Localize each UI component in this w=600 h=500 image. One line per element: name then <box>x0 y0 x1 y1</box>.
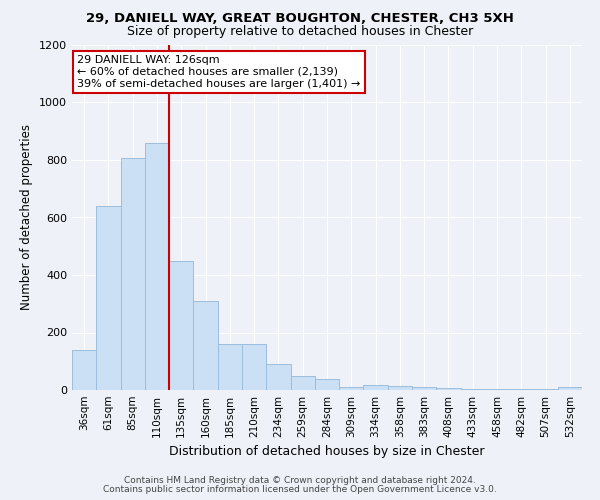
Bar <box>558 386 582 390</box>
Bar <box>145 144 169 390</box>
Y-axis label: Number of detached properties: Number of detached properties <box>20 124 34 310</box>
Bar <box>169 261 193 390</box>
Bar <box>339 386 364 390</box>
Bar <box>485 388 509 390</box>
Text: Contains public sector information licensed under the Open Government Licence v3: Contains public sector information licen… <box>103 485 497 494</box>
Bar <box>218 344 242 390</box>
Bar <box>364 385 388 390</box>
Bar <box>533 389 558 390</box>
Bar <box>121 158 145 390</box>
Bar <box>290 376 315 390</box>
Text: 29 DANIELL WAY: 126sqm
← 60% of detached houses are smaller (2,139)
39% of semi-: 29 DANIELL WAY: 126sqm ← 60% of detached… <box>77 56 361 88</box>
Bar <box>72 350 96 390</box>
Bar <box>96 206 121 390</box>
Bar <box>266 364 290 390</box>
Text: Size of property relative to detached houses in Chester: Size of property relative to detached ho… <box>127 25 473 38</box>
Bar <box>193 301 218 390</box>
Bar <box>242 344 266 390</box>
Text: Contains HM Land Registry data © Crown copyright and database right 2024.: Contains HM Land Registry data © Crown c… <box>124 476 476 485</box>
Bar <box>388 386 412 390</box>
Bar <box>315 378 339 390</box>
Text: 29, DANIELL WAY, GREAT BOUGHTON, CHESTER, CH3 5XH: 29, DANIELL WAY, GREAT BOUGHTON, CHESTER… <box>86 12 514 26</box>
Bar <box>509 388 533 390</box>
X-axis label: Distribution of detached houses by size in Chester: Distribution of detached houses by size … <box>169 446 485 458</box>
Bar <box>436 388 461 390</box>
Bar <box>412 387 436 390</box>
Bar <box>461 388 485 390</box>
